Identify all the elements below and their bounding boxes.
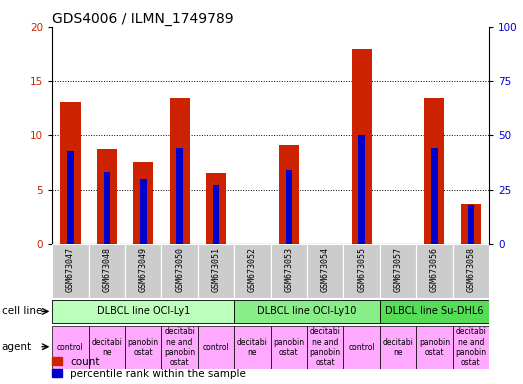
Bar bbox=[358, 136, 365, 244]
Text: panobin
ostat: panobin ostat bbox=[419, 338, 450, 357]
Bar bbox=[234, 326, 271, 369]
Bar bbox=[162, 326, 198, 369]
Bar bbox=[104, 172, 110, 244]
Bar bbox=[52, 300, 234, 323]
Text: decitabi
ne and
panobin
ostat: decitabi ne and panobin ostat bbox=[310, 327, 341, 367]
Bar bbox=[61, 102, 81, 244]
Bar bbox=[416, 244, 452, 298]
Text: agent: agent bbox=[2, 342, 32, 352]
Text: GSM673057: GSM673057 bbox=[393, 247, 403, 291]
Bar bbox=[125, 244, 162, 298]
Text: GSM673058: GSM673058 bbox=[467, 247, 475, 291]
Bar bbox=[89, 326, 125, 369]
Text: GDS4006 / ILMN_1749789: GDS4006 / ILMN_1749789 bbox=[52, 12, 234, 26]
Bar bbox=[271, 326, 307, 369]
Text: decitabi
ne and
panobin
ostat: decitabi ne and panobin ostat bbox=[164, 327, 195, 367]
Bar bbox=[52, 244, 89, 298]
Bar bbox=[380, 300, 489, 323]
Bar bbox=[286, 170, 292, 244]
Bar bbox=[213, 185, 219, 244]
Bar bbox=[169, 98, 190, 244]
Bar bbox=[198, 326, 234, 369]
Bar bbox=[461, 204, 481, 244]
Legend: count, percentile rank within the sample: count, percentile rank within the sample bbox=[52, 357, 246, 379]
Bar bbox=[380, 244, 416, 298]
Bar bbox=[351, 49, 372, 244]
Text: DLBCL line OCI-Ly10: DLBCL line OCI-Ly10 bbox=[257, 306, 357, 316]
Bar bbox=[234, 300, 380, 323]
Bar bbox=[271, 244, 307, 298]
Bar bbox=[206, 173, 226, 244]
Bar bbox=[162, 244, 198, 298]
Bar bbox=[133, 162, 153, 244]
Bar bbox=[380, 326, 416, 369]
Bar bbox=[67, 151, 74, 244]
Text: GSM673055: GSM673055 bbox=[357, 247, 366, 291]
Text: control: control bbox=[348, 343, 375, 352]
Bar bbox=[452, 244, 489, 298]
Bar bbox=[431, 148, 438, 244]
Text: DLBCL line OCI-Ly1: DLBCL line OCI-Ly1 bbox=[97, 306, 190, 316]
Text: decitabi
ne: decitabi ne bbox=[383, 338, 414, 357]
Text: GSM673047: GSM673047 bbox=[66, 247, 75, 291]
Text: control: control bbox=[57, 343, 84, 352]
Bar bbox=[234, 244, 271, 298]
Bar bbox=[176, 148, 183, 244]
Bar bbox=[468, 205, 474, 244]
Text: decitabi
ne and
panobin
ostat: decitabi ne and panobin ostat bbox=[455, 327, 486, 367]
Text: decitabi
ne: decitabi ne bbox=[92, 338, 122, 357]
Text: GSM673050: GSM673050 bbox=[175, 247, 184, 291]
Bar bbox=[452, 326, 489, 369]
Text: GSM673054: GSM673054 bbox=[321, 247, 329, 291]
Bar bbox=[140, 179, 146, 244]
Bar bbox=[307, 244, 344, 298]
Text: panobin
ostat: panobin ostat bbox=[128, 338, 159, 357]
Bar bbox=[125, 326, 162, 369]
Bar bbox=[416, 326, 452, 369]
Text: panobin
ostat: panobin ostat bbox=[274, 338, 304, 357]
Text: GSM673049: GSM673049 bbox=[139, 247, 148, 291]
Bar bbox=[424, 98, 445, 244]
Text: GSM673048: GSM673048 bbox=[103, 247, 111, 291]
Text: control: control bbox=[203, 343, 230, 352]
Text: GSM673052: GSM673052 bbox=[248, 247, 257, 291]
Text: GSM673056: GSM673056 bbox=[430, 247, 439, 291]
Bar bbox=[344, 244, 380, 298]
Text: DLBCL line Su-DHL6: DLBCL line Su-DHL6 bbox=[385, 306, 484, 316]
Text: decitabi
ne: decitabi ne bbox=[237, 338, 268, 357]
Bar bbox=[307, 326, 344, 369]
Text: GSM673053: GSM673053 bbox=[285, 247, 293, 291]
Text: cell line: cell line bbox=[2, 306, 42, 316]
Bar bbox=[52, 326, 89, 369]
Bar bbox=[279, 145, 299, 244]
Bar bbox=[344, 326, 380, 369]
Bar bbox=[89, 244, 125, 298]
Bar bbox=[198, 244, 234, 298]
Bar bbox=[97, 149, 117, 244]
Text: GSM673051: GSM673051 bbox=[212, 247, 221, 291]
